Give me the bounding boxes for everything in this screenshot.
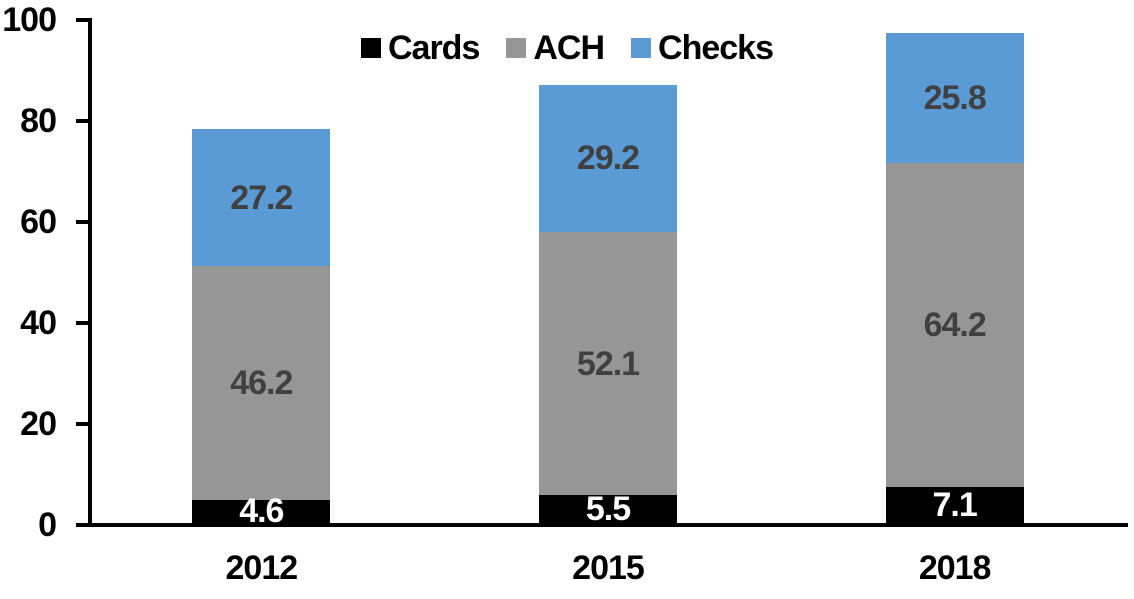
- legend-item-ach: ACH: [506, 29, 605, 67]
- bar-value-label: 64.2: [923, 306, 987, 345]
- legend-item-cards: Cards: [360, 29, 480, 67]
- x-axis-label-2018: 2018: [918, 549, 992, 587]
- bar-value-label: 7.1: [932, 486, 978, 525]
- bar-2012: 27.2 46.2 4.6: [192, 129, 331, 528]
- y-axis-tick-mark: [76, 523, 88, 527]
- legend-swatch-checks: [631, 38, 652, 58]
- bar-value-label: 29.2: [576, 139, 640, 178]
- legend-label: Cards: [387, 29, 480, 67]
- bar-value-label: 5.5: [585, 490, 631, 529]
- legend-swatch-cards: [360, 38, 381, 58]
- x-axis-line: [88, 523, 1128, 527]
- y-axis-tick-mark: [76, 321, 88, 325]
- y-axis-tick-label: 100: [2, 1, 57, 39]
- y-axis-tick-label: 20: [20, 405, 57, 443]
- bar-value-label: 25.8: [923, 78, 987, 117]
- bar-segment-ach-2018: 64.2: [885, 162, 1024, 488]
- y-axis-tick-label: 60: [20, 203, 57, 241]
- bar-value-label: 52.1: [576, 344, 640, 383]
- bar-2015: 29.2 52.1 5.5: [539, 84, 677, 529]
- bar-segment-checks-2018: 25.8: [885, 32, 1024, 163]
- y-axis-tick-label: 80: [20, 102, 57, 140]
- y-axis-tick-mark: [76, 220, 88, 224]
- bar-segment-cards-2012: 4.6: [192, 494, 331, 528]
- bar-segment-ach-2012: 46.2: [192, 266, 331, 500]
- y-axis-tick-mark: [76, 422, 88, 426]
- legend-label: Checks: [658, 29, 774, 67]
- y-axis-tick-label: 40: [20, 304, 57, 342]
- y-axis-tick-mark: [76, 18, 88, 22]
- y-axis-tick-mark: [76, 119, 88, 123]
- bar-segment-cards-2015: 5.5: [539, 490, 677, 529]
- bar-2018: 25.8 64.2 7.1: [885, 32, 1024, 525]
- bar-value-label: 46.2: [230, 364, 293, 403]
- legend-swatch-ach: [506, 38, 527, 58]
- bar-value-label: 27.2: [230, 178, 293, 217]
- legend-item-checks: Checks: [631, 29, 774, 67]
- bar-segment-checks-2015: 29.2: [539, 84, 677, 233]
- bar-segment-ach-2015: 52.1: [539, 232, 677, 496]
- legend-label: ACH: [533, 29, 605, 67]
- y-axis-line: [88, 18, 92, 527]
- bar-value-label: 4.6: [239, 492, 284, 531]
- x-axis-label-2012: 2012: [225, 549, 299, 587]
- bar-segment-cards-2018: 7.1: [885, 486, 1024, 525]
- y-axis-tick-label: 0: [38, 506, 57, 544]
- legend: Cards ACH Checks: [360, 29, 774, 67]
- x-axis-label-2015: 2015: [572, 549, 645, 587]
- bar-segment-checks-2012: 27.2: [192, 129, 331, 267]
